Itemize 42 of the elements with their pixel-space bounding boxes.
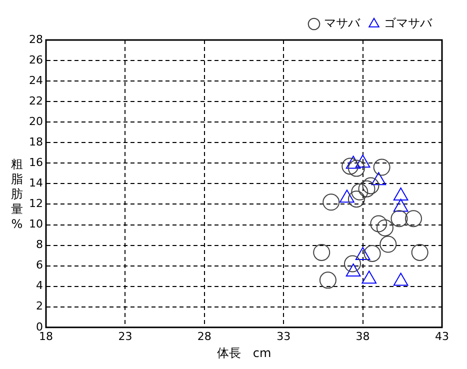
- y-tick-label: 26: [28, 53, 43, 66]
- y-tick-label: 8: [36, 238, 43, 252]
- legend-label: ゴマサバ: [384, 16, 433, 30]
- point: [348, 190, 365, 208]
- y-tick-label: 24: [28, 74, 43, 87]
- point: [376, 219, 394, 236]
- x-tick-label: 28: [197, 330, 212, 343]
- x-tick-label: 33: [276, 330, 291, 343]
- point: [411, 244, 428, 261]
- y-tick-label: 12: [28, 197, 43, 210]
- point: [370, 215, 388, 232]
- y-tick-label: 2: [36, 300, 43, 313]
- point: [380, 236, 397, 253]
- x-axis-title: 体長 cm: [216, 346, 272, 360]
- legend-label: マサバ: [324, 16, 361, 30]
- point: [362, 177, 380, 194]
- y-tick-label: 16: [28, 156, 43, 170]
- x-tick-label: 43: [435, 330, 449, 343]
- y-tick-label: 6: [36, 258, 43, 272]
- x-tick-label: 38: [356, 330, 370, 343]
- y-tick-label: 10: [28, 218, 43, 231]
- y-tick-label: 28: [28, 32, 43, 46]
- y-axis-title: 粗脂肪量%: [10, 157, 24, 232]
- point: [344, 255, 362, 272]
- point: [348, 160, 365, 177]
- point: [373, 158, 390, 176]
- point: [319, 272, 336, 289]
- point: [364, 244, 381, 262]
- y-tick-label: 0: [36, 320, 43, 334]
- y-tick-label: 4: [36, 279, 43, 292]
- x-tick-label: 23: [118, 330, 132, 343]
- point: [404, 210, 422, 228]
- point: [351, 183, 368, 200]
- y-tick-label: 18: [28, 136, 43, 148]
- point: [390, 210, 408, 228]
- point: [322, 194, 340, 211]
- y-tick-label: 22: [28, 94, 43, 108]
- y-tick-label: 20: [28, 114, 43, 128]
- point: [342, 158, 359, 175]
- point: [313, 244, 330, 261]
- point: [358, 180, 376, 198]
- y-tick-label: 14: [28, 176, 43, 190]
